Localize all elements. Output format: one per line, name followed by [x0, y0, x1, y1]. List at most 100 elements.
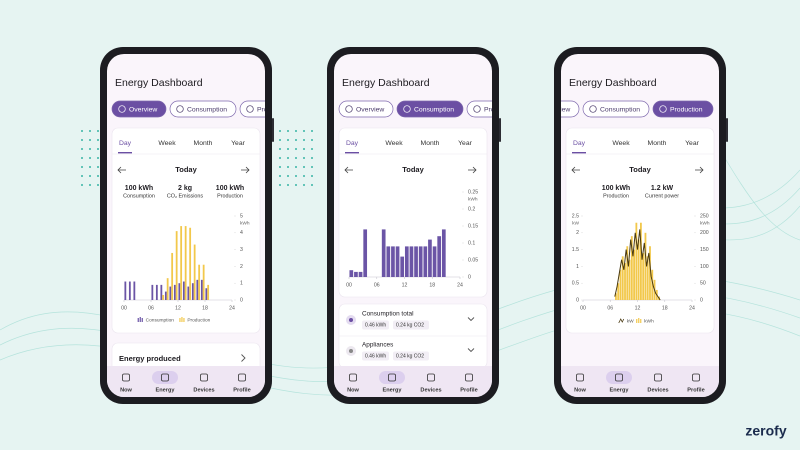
dot [295, 175, 297, 177]
bar [621, 256, 624, 300]
nav-item[interactable]: Devices [420, 373, 442, 393]
tab[interactable]: Consumption [169, 100, 237, 118]
stat-label: CO₂ Emissions [167, 193, 204, 199]
nav-item[interactable]: Profile [233, 373, 251, 393]
dot [287, 157, 289, 159]
x-tick-label: 18 [202, 305, 208, 311]
bar [184, 226, 187, 300]
nav-item[interactable]: Energy [379, 371, 405, 393]
bar [171, 252, 174, 300]
nav-item[interactable]: Now [347, 373, 360, 393]
arrow-next[interactable] [468, 166, 477, 174]
chip [362, 351, 389, 361]
period-tab[interactable]: Month [421, 140, 440, 147]
dot [311, 166, 313, 168]
y-tick-label: 1 [576, 264, 579, 270]
y-tick-label: 150 [700, 247, 709, 253]
dot [81, 175, 83, 177]
arrow-next[interactable] [241, 166, 250, 174]
tab[interactable]: Overview [111, 100, 167, 118]
bar [349, 270, 354, 277]
chevron [241, 354, 246, 362]
bar [133, 281, 136, 300]
period-tab[interactable]: Week [158, 140, 176, 147]
period-tab[interactable]: Year [458, 140, 472, 147]
dot-pattern [81, 130, 313, 186]
nav-icon [692, 373, 700, 382]
bar [400, 256, 405, 277]
nav-item[interactable]: Devices [647, 373, 669, 393]
tab-label: Consumption [600, 106, 640, 113]
period-tab[interactable]: Day [346, 140, 359, 147]
legend-icon [139, 317, 141, 322]
nav-item[interactable]: Energy [606, 371, 632, 393]
stat-label: Production [217, 193, 243, 199]
phone-button [726, 118, 728, 142]
screen-title: Energy Dashboard [115, 77, 203, 89]
arrow-next[interactable] [695, 166, 704, 174]
nav-item[interactable]: Energy [152, 371, 178, 393]
bar [169, 286, 172, 300]
period-tab[interactable]: Month [194, 140, 213, 147]
list-icon-dot [349, 349, 353, 353]
dot [81, 130, 83, 132]
y-tick-label: 1 [240, 281, 243, 287]
chip-label: 0.24 kg CO2 [396, 323, 424, 329]
period-tab[interactable]: Day [573, 140, 586, 147]
period-tab[interactable]: Year [685, 140, 699, 147]
period-tab[interactable]: Week [385, 140, 403, 147]
legend-icon [179, 318, 181, 322]
nav-item[interactable]: Devices [193, 373, 215, 393]
brand-logo: zerofy [745, 423, 786, 439]
bar [180, 226, 183, 300]
y-tick-label: 250 [700, 213, 709, 219]
tab[interactable]: Overview [525, 100, 580, 118]
nav-item[interactable]: Now [120, 373, 133, 393]
tab-label: Production [484, 106, 517, 113]
bar [193, 244, 196, 300]
tab[interactable]: Production [652, 100, 714, 118]
x-tick-label: 18 [429, 282, 435, 288]
dot [97, 166, 99, 168]
bar [164, 291, 167, 300]
x-tick-label: 06 [148, 305, 154, 311]
dot [89, 130, 91, 132]
bar [191, 283, 194, 300]
bar [637, 239, 640, 300]
nav-item[interactable]: Now [574, 373, 587, 393]
stat-label: Consumption [123, 193, 155, 199]
nav-item[interactable]: Profile [460, 373, 478, 393]
dot [279, 139, 281, 141]
period-tab[interactable]: Month [648, 140, 667, 147]
date-label: Today [629, 165, 651, 174]
tab[interactable]: Consumption [582, 100, 650, 118]
arrow-prev[interactable] [571, 166, 580, 174]
tab[interactable]: Production [466, 100, 527, 118]
tab[interactable]: Production [239, 100, 300, 118]
arrow-prev[interactable] [117, 166, 126, 174]
y-tick-label: 0 [576, 297, 579, 303]
nav-icon [615, 373, 623, 382]
bar [175, 231, 178, 300]
dot [89, 184, 91, 186]
period-tab[interactable]: Week [612, 140, 630, 147]
tab-icon [118, 105, 126, 113]
bar [409, 246, 414, 277]
tab-label: Production [257, 106, 290, 113]
period-tab[interactable]: Year [231, 140, 245, 147]
tab[interactable]: Consumption [396, 100, 464, 118]
legend-label: Consumption [146, 317, 175, 323]
y-tick-label: 0.05 [468, 257, 478, 263]
x-tick-label: 06 [607, 305, 613, 311]
arrow-prev[interactable] [344, 166, 353, 174]
phone-button [499, 118, 501, 142]
bar [646, 256, 649, 300]
chip [393, 351, 429, 361]
nav-item[interactable]: Profile [687, 373, 705, 393]
dot [287, 139, 289, 141]
tab[interactable]: Overview [338, 100, 394, 118]
dot [295, 148, 297, 150]
period-tab[interactable]: Day [119, 140, 132, 147]
x-tick-label: 00 [121, 305, 127, 311]
bar [635, 222, 638, 300]
